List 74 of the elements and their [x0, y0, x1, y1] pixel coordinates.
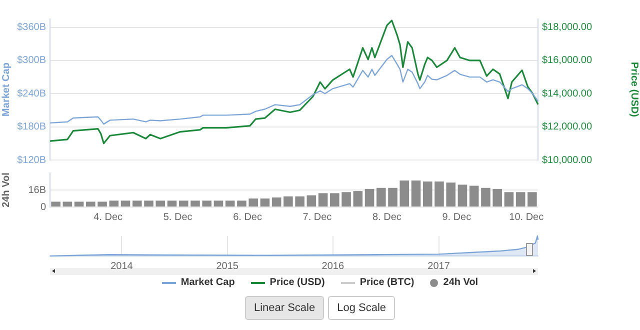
- bar: [364, 188, 374, 206]
- bar: [202, 200, 212, 206]
- bar: [272, 197, 282, 206]
- bar: [237, 200, 246, 206]
- legend-label: 24h Vol: [443, 277, 478, 288]
- bar: [516, 192, 526, 206]
- x-tick-label: 6. Dec: [233, 212, 262, 223]
- bar: [156, 200, 166, 206]
- bar: [120, 200, 130, 206]
- y-tick-label: $240B: [17, 88, 46, 100]
- x-tick-label: 2017: [428, 260, 450, 272]
- x-tick-label: 10. Dec: [509, 212, 544, 223]
- bar: [214, 200, 224, 206]
- bar: [528, 192, 537, 206]
- bar: [411, 180, 421, 206]
- y-tick-label: $360B: [17, 22, 46, 34]
- bar: [167, 200, 177, 206]
- y2-tick-label: $12,000.00: [542, 122, 592, 133]
- bar: [260, 198, 270, 206]
- bar: [353, 191, 363, 206]
- bar: [86, 202, 96, 206]
- x-tick-label: 7. Dec: [302, 212, 332, 223]
- bar: [248, 198, 258, 206]
- bar: [481, 188, 490, 206]
- legend-label: Price (USD): [270, 277, 325, 288]
- bar: [504, 192, 514, 206]
- x-tick-label: 2016: [322, 260, 344, 272]
- y2-tick-label: $18,000.00: [542, 22, 592, 34]
- y-tick-label: $300B: [17, 55, 46, 66]
- bar: [190, 200, 200, 206]
- y-tick-label: $120B: [17, 154, 46, 166]
- x-tick-label: 2015: [216, 260, 239, 272]
- y-tick-label: 16B: [28, 184, 46, 196]
- bar: [376, 188, 386, 206]
- bar: [388, 188, 398, 206]
- y-axis-title: 24h Vol: [0, 172, 12, 208]
- y2-tick-label: $16,000.00: [542, 55, 592, 66]
- legend-label: Price (BTC): [360, 277, 414, 288]
- y2-axis-title: Price (USD): [628, 62, 640, 118]
- x-tick-label: 9. Dec: [442, 212, 472, 223]
- bar: [74, 202, 84, 206]
- bar: [132, 200, 142, 206]
- bar: [109, 200, 119, 206]
- bar: [422, 182, 432, 206]
- bar: [295, 196, 304, 206]
- bar: [400, 180, 410, 206]
- text: Linear Scale: [244, 296, 324, 320]
- x-tick-label: 5. Dec: [163, 212, 192, 223]
- x-tick-label: 2014: [110, 260, 134, 272]
- x-tick-label: 8. Dec: [372, 212, 402, 223]
- bar: [469, 186, 479, 206]
- y2-tick-label: $10,000.00: [542, 154, 592, 166]
- y-axis-title: Market Cap: [0, 62, 12, 116]
- text: Log Scale: [328, 296, 396, 320]
- y2-tick-label: $14,000.00: [542, 88, 592, 100]
- bar: [225, 200, 235, 206]
- y-tick-label: 0: [40, 202, 46, 213]
- bar: [458, 184, 468, 206]
- x-tick-label: 4. Dec: [94, 212, 123, 223]
- bar: [62, 202, 72, 206]
- bar: [284, 196, 293, 206]
- bar: [51, 202, 60, 206]
- bar: [144, 200, 154, 206]
- bar: [318, 193, 328, 206]
- bar: [342, 192, 351, 206]
- bar: [306, 195, 316, 206]
- bar: [98, 202, 107, 206]
- bar: [446, 182, 456, 206]
- bar: [178, 200, 188, 206]
- y-tick-label: $180B: [17, 122, 46, 133]
- bar: [330, 193, 340, 206]
- bar: [492, 188, 502, 206]
- legend-label: Market Cap: [180, 277, 235, 288]
- bar: [434, 182, 444, 206]
